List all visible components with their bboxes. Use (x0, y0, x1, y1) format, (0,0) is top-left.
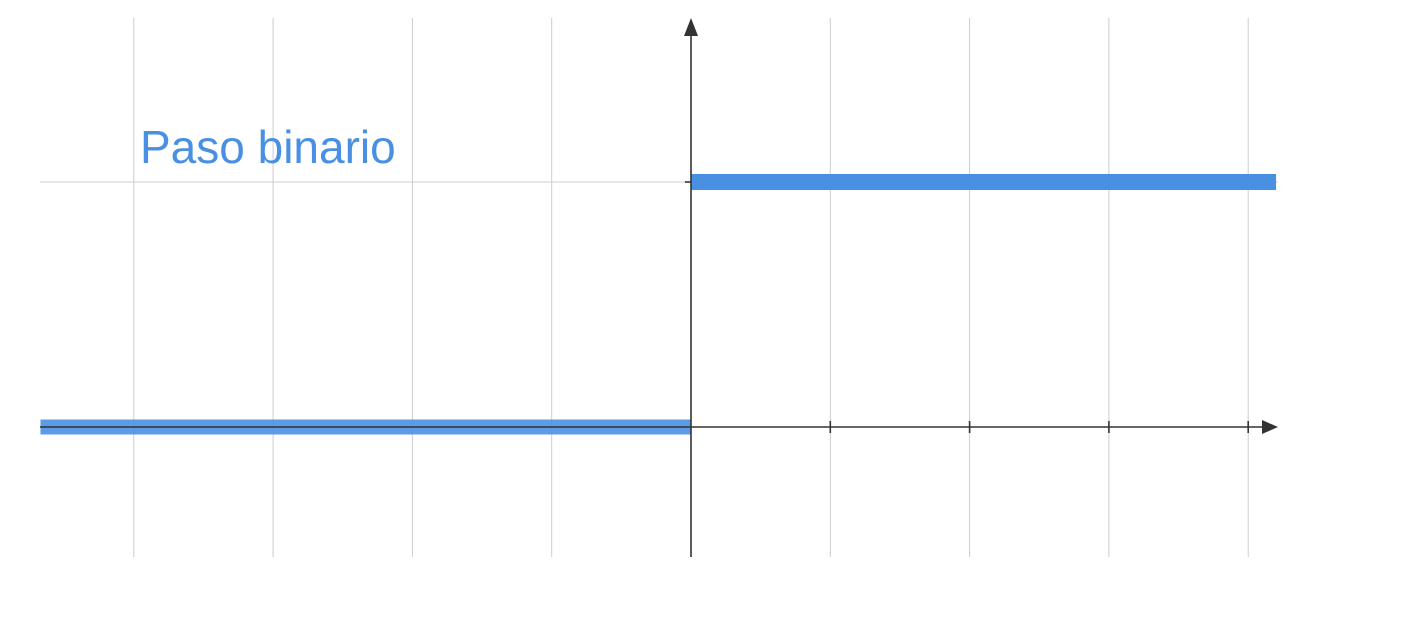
series-layer (40, 174, 1277, 435)
chart-title: Paso binario (140, 121, 396, 173)
x-axis-arrow (1262, 420, 1278, 434)
y-axis-arrow (684, 18, 698, 36)
axes (40, 18, 1278, 557)
grid-lines (40, 18, 1278, 557)
